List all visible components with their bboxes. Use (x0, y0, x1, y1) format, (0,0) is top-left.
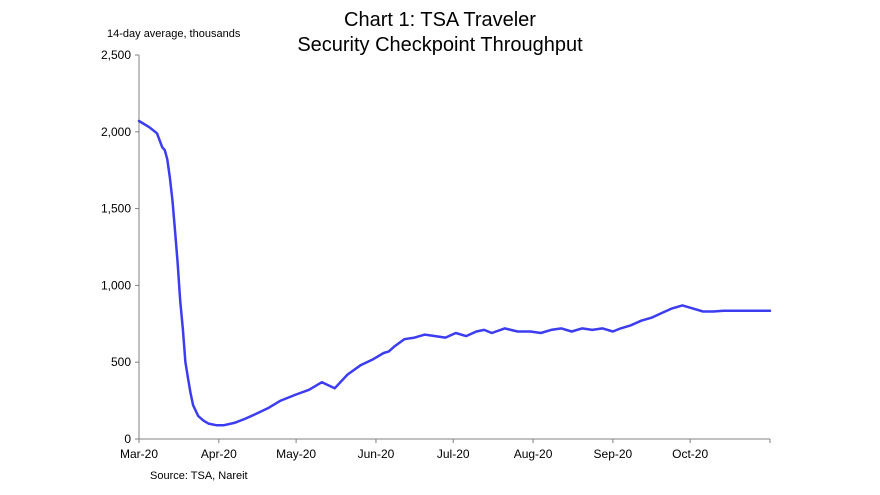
y-tick-label: 2,000 (101, 125, 131, 139)
y-tick-label: 2,500 (101, 48, 131, 62)
y-axis-label: 14-day average, thousands (107, 28, 241, 40)
x-tick-label: Aug-20 (514, 447, 553, 461)
y-tick-label: 0 (124, 432, 131, 446)
x-tick-label: Oct-20 (672, 447, 708, 461)
source-note: Source: TSA, Nareit (150, 470, 248, 482)
x-tick-label: Jul-20 (437, 447, 470, 461)
series-line (137, 119, 772, 427)
y-tick-label: 1,000 (101, 278, 131, 292)
x-tick-label: Apr-20 (201, 447, 237, 461)
chart-title: Chart 1: TSA Traveler (344, 9, 536, 31)
y-tick-label: 1,500 (101, 202, 131, 216)
x-tick-label: Mar-20 (120, 447, 158, 461)
x-tick-label: May-20 (276, 447, 316, 461)
chart-subtitle: Security Checkpoint Throughput (297, 34, 583, 56)
x-tick-label: Sep-20 (594, 447, 633, 461)
y-tick-label: 500 (111, 355, 131, 369)
x-tick-label: Jun-20 (358, 447, 395, 461)
